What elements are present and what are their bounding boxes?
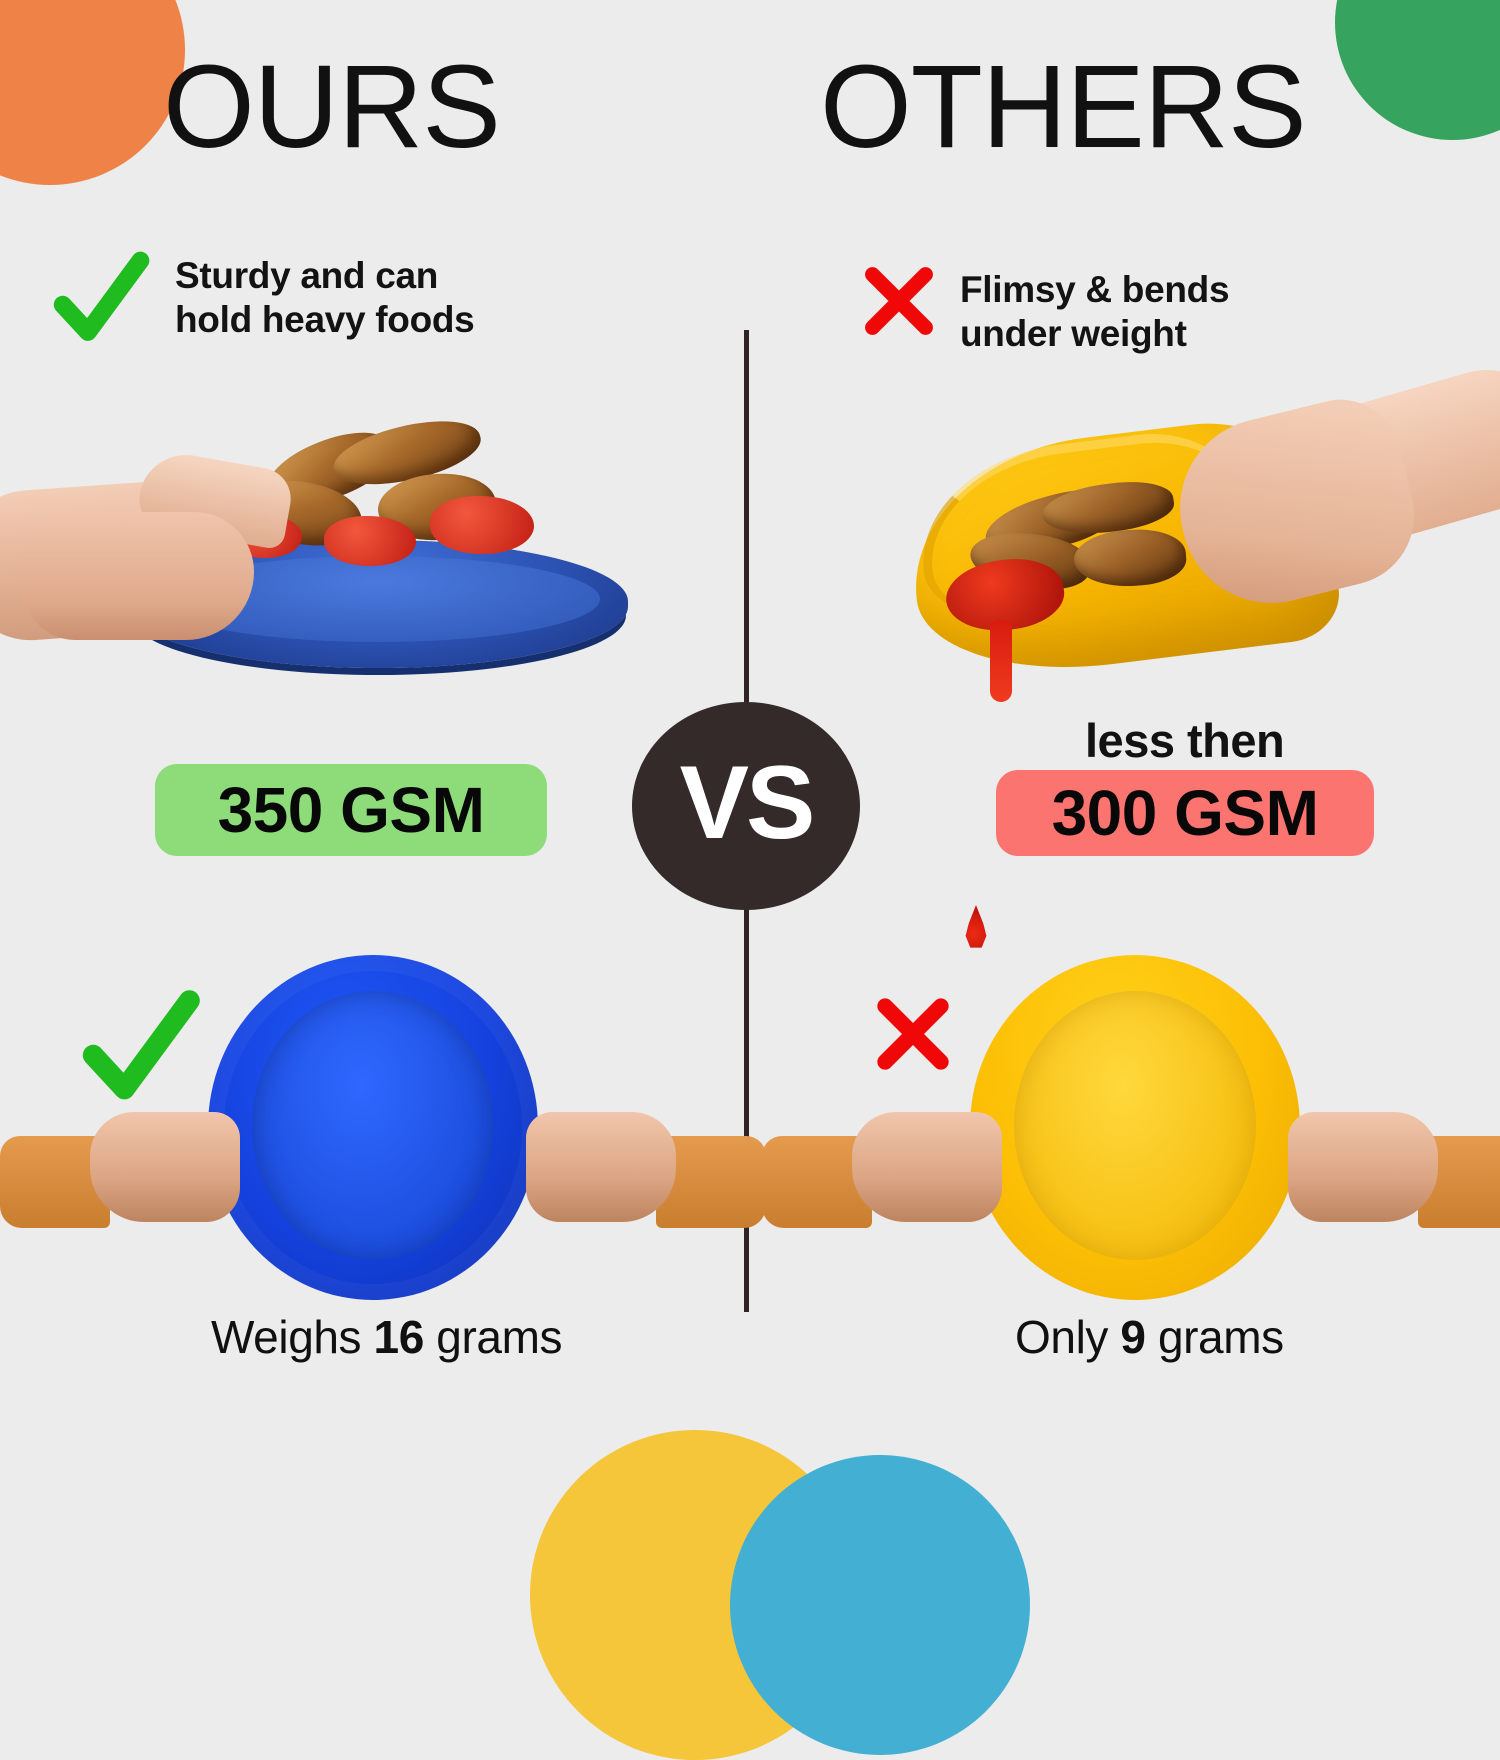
hand-left	[852, 1112, 1002, 1222]
check-icon	[82, 990, 200, 1100]
decor-circle-green	[1335, 0, 1500, 140]
plate-disc	[970, 955, 1300, 1300]
check-icon	[53, 251, 150, 341]
decor-circle-blue	[730, 1455, 1030, 1755]
ketchup-droplet-falling	[965, 905, 987, 948]
plate-well	[252, 991, 494, 1260]
feature-row-ours: Sturdy and can hold heavy foods	[48, 248, 475, 353]
caption-weight-others: Only 9 grams	[1015, 1310, 1284, 1364]
gsm-badge-ours: 350 GSM	[155, 764, 547, 856]
hand-left	[90, 1112, 240, 1222]
caption-trail: grams	[423, 1311, 563, 1363]
feature-row-others: Flimsy & bends under weight	[860, 262, 1230, 355]
vs-label: VS	[679, 745, 816, 861]
photo-hand-bending-yellow-plate	[880, 353, 1500, 712]
vs-badge: VS	[632, 702, 860, 910]
column-title-ours: OURS	[163, 41, 501, 173]
divider-line-top	[744, 330, 749, 722]
caption-number: 16	[373, 1311, 425, 1363]
decor-circle-orange	[0, 0, 185, 185]
column-title-others: OTHERS	[820, 41, 1307, 173]
feature-text-others: Flimsy & bends under weight	[960, 269, 1230, 354]
product-shot-blue-plate	[0, 955, 766, 1300]
caption-trail: grams	[1145, 1311, 1284, 1363]
product-shot-yellow-plate	[762, 955, 1500, 1300]
caption-weight-ours: Weighs 16 grams	[211, 1310, 563, 1364]
less-then-qualifier: less then	[1085, 714, 1285, 767]
photo-hand-holding-loaded-blue-plate	[0, 408, 660, 708]
hand-right	[526, 1112, 676, 1222]
hand	[24, 512, 254, 640]
x-icon	[877, 998, 949, 1070]
divider-line-bottom	[744, 890, 749, 1312]
caption-number: 9	[1120, 1311, 1146, 1363]
gsm-badge-others: 300 GSM	[996, 770, 1374, 856]
hand-right	[1288, 1112, 1438, 1222]
caption-lead: Weighs	[211, 1311, 374, 1363]
x-icon	[865, 267, 933, 335]
plate-well	[1014, 991, 1256, 1260]
caption-lead: Only	[1015, 1311, 1121, 1363]
plate-disc	[208, 955, 538, 1300]
feature-text-ours: Sturdy and can hold heavy foods	[175, 255, 475, 340]
ketchup-drip	[990, 620, 1012, 702]
